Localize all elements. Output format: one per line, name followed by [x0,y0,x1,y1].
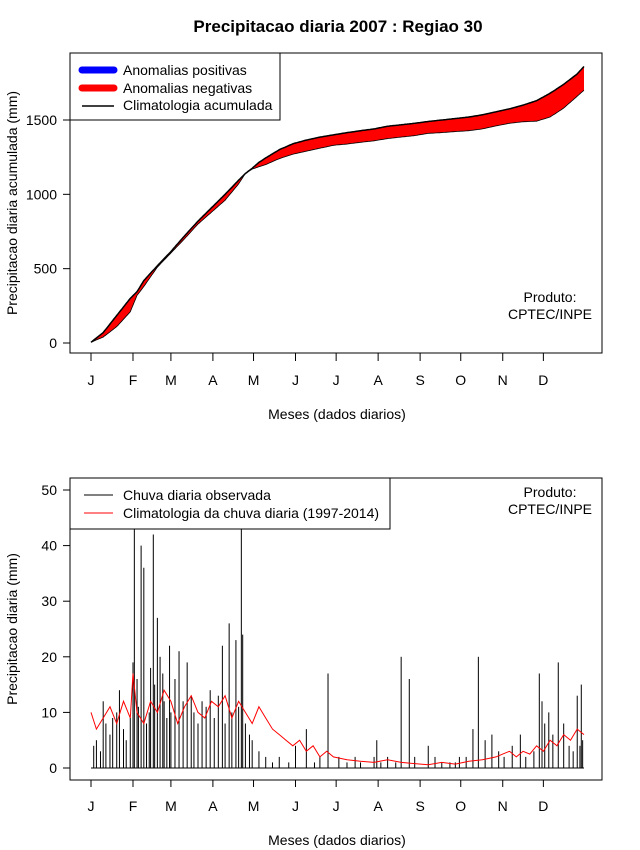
bottom-y-tick-label: 40 [41,538,57,554]
chart-title: Precipitacao diaria 2007 : Regiao 30 [193,17,482,36]
bottom-x-tick-label: F [129,798,138,814]
bottom-panel: 0 10 20 30 40 50 J F M A M J J A S O N D Precipitacao di… [4,477,603,848]
top-x-tick-label: J [333,372,340,388]
bottom-x-tick-label: N [498,798,508,814]
top-panel: 0 500 1000 1500 J F M A M J J A S O N D Precipitacao d… [4,52,603,422]
bottom-y-axis-label: Precipitacao diaria (mm) [4,553,20,705]
bottom-y-tick-label: 30 [41,593,57,609]
bottom-x-axis-label: Meses (dados diarios) [268,832,406,848]
bottom-x-tick-label: D [538,798,548,814]
climatology-line [90,673,585,766]
legend-label-climatology-daily: Climatologia da chuva diaria (1997-2014) [123,505,379,521]
top-x-axis-label: Meses (dados diarios) [268,406,406,422]
top-x-tick-label: J [88,372,95,388]
bottom-x-tick-label: M [248,798,260,814]
bottom-product-source: CPTEC/INPE [508,501,592,517]
bottom-y-tick-label: 20 [41,649,57,665]
legend-label-observed: Chuva diaria observada [123,487,271,503]
top-y-axis-label: Precipitacao diaria acumulada (mm) [4,91,20,315]
bottom-x-tick-label: A [373,798,383,814]
climatology-daily-line [90,673,585,766]
bottom-y-axis: 0 10 20 30 40 50 [41,482,70,776]
top-x-tick-label: D [538,372,548,388]
bottom-x-tick-label: J [333,798,340,814]
bottom-y-tick-label: 50 [41,482,57,498]
bottom-x-tick-label: A [208,798,218,814]
top-x-tick-label: F [129,372,138,388]
bottom-x-tick-label: S [415,798,424,814]
legend-label-climatology: Climatologia acumulada [123,97,273,113]
bottom-product-label: Produto: [524,484,577,500]
bottom-legend-box [69,477,391,530]
top-legend: Anomalias positivas Anomalias negativas … [69,52,281,121]
bottom-x-tick-label: M [165,798,177,814]
top-y-tick-label: 1000 [26,186,57,202]
top-x-tick-label: S [415,372,424,388]
top-x-tick-label: O [455,372,466,388]
top-y-axis: 0 500 1000 1500 [26,112,70,351]
legend-label-positive: Anomalias positivas [123,62,247,78]
top-x-tick-label: A [208,372,218,388]
top-x-tick-label: M [165,372,177,388]
top-x-tick-label: N [498,372,508,388]
bottom-y-tick-label: 10 [41,704,57,720]
top-y-tick-label: 500 [34,261,58,277]
top-y-tick-label: 0 [49,335,57,351]
top-y-tick-label: 1500 [26,112,57,128]
legend-label-negative: Anomalias negativas [123,80,252,96]
top-series [90,65,585,343]
top-x-tick-label: A [373,372,383,388]
bottom-x-tick-label: J [292,798,299,814]
observed-accumulated-line [90,89,585,343]
observed-bars [91,517,584,769]
bottom-legend: Chuva diaria observada Climatologia da c… [69,477,391,530]
top-product-source: CPTEC/INPE [508,306,592,322]
top-x-tick-label: J [292,372,299,388]
bottom-x-tick-label: O [455,798,466,814]
bottom-y-tick-label: 0 [49,760,57,776]
climatology-accumulated-line [90,65,585,343]
bottom-x-tick-label: J [88,798,95,814]
top-x-tick-label: M [248,372,260,388]
top-product-label: Produto: [524,289,577,305]
